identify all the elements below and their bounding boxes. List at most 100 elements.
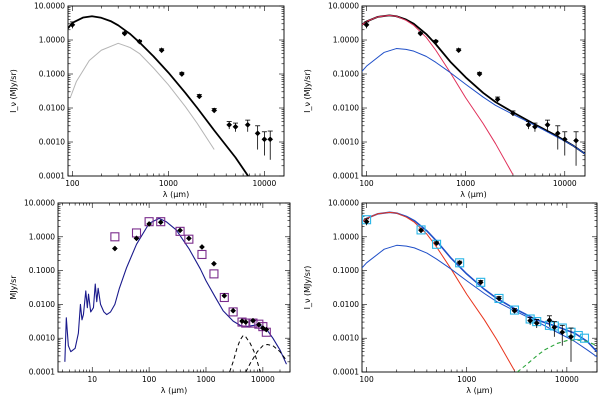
x-tick-label: 1000 — [456, 179, 475, 188]
y-tick-label: 10.0000 — [328, 199, 359, 208]
data-point — [121, 30, 128, 37]
plot-area — [64, 217, 287, 372]
y-tick-label: 0.0100 — [333, 300, 359, 309]
x-tick-label: 100 — [359, 375, 374, 384]
data-point — [544, 121, 551, 128]
data-point — [432, 38, 439, 45]
series-line-1 — [64, 217, 287, 365]
data-point — [554, 130, 561, 137]
x-tick-label: 10000 — [553, 179, 577, 188]
y-tick-label: 0.0100 — [39, 104, 65, 113]
data-point — [239, 318, 245, 325]
y-tick-label: 0.1000 — [39, 70, 65, 79]
data-point — [211, 107, 218, 114]
y-tick-label: 0.0100 — [29, 300, 55, 309]
data-point — [146, 220, 153, 227]
model-box-marker — [476, 277, 486, 287]
x-tick-label: 1000 — [159, 179, 178, 188]
data-point — [136, 38, 143, 45]
model-box-marker — [175, 226, 185, 236]
data-point — [546, 317, 553, 324]
data-point — [527, 317, 534, 324]
y-tick-label: 0.0010 — [333, 334, 359, 343]
data-point — [418, 227, 425, 234]
series-line-3 — [362, 48, 585, 155]
chart-panel-top-right: 100 1000 10000 0.0001 0.0010 0.0100 0.1000 1.00… — [303, 2, 586, 199]
series-line-2 — [362, 14, 514, 175]
x-axis-label: λ (μm) — [161, 386, 187, 395]
y-tick-label: 0.1000 — [333, 70, 359, 79]
series-line-2 — [362, 211, 515, 371]
data-point — [494, 96, 501, 103]
y-tick-label: 1.0000 — [333, 36, 359, 45]
data-point — [221, 292, 228, 299]
chart-panel-bottom-right: 100 1000 10000 0.0001 0.0010 0.0100 0.1000 1.00… — [303, 199, 598, 395]
data-point — [250, 317, 256, 324]
data-point — [363, 21, 370, 28]
data-point — [573, 137, 580, 144]
y-axis-label: I_ν (MJy/sr) — [303, 266, 312, 310]
data-point — [178, 71, 185, 77]
model-box-marker — [110, 232, 120, 242]
data-point — [244, 121, 251, 128]
x-tick-label: 1000 — [196, 375, 215, 384]
x-tick-label: 100 — [359, 179, 374, 188]
data-point — [263, 326, 270, 333]
x-axis-label: λ (μm) — [163, 190, 189, 199]
y-tick-label: 0.0001 — [39, 172, 65, 181]
model-box-marker — [455, 258, 465, 268]
data-point — [433, 240, 440, 247]
data-point — [267, 136, 274, 143]
chart-panel-bottom-left: 10 100 1000 10000 0.0001 0.0010 0.0100 0.1000 1.… — [9, 199, 291, 395]
data-point — [261, 136, 268, 143]
data-point — [69, 21, 76, 28]
y-tick-label: 1.0000 — [29, 232, 55, 241]
y-axis-label: I_ν (MJy/sr) — [303, 69, 312, 113]
y-tick-label: 0.0100 — [333, 104, 359, 113]
y-tick-label: 10.0000 — [328, 2, 359, 11]
data-point — [196, 93, 203, 100]
x-axis-label: λ (μm) — [466, 386, 492, 395]
model-box-marker — [156, 217, 166, 227]
y-tick-label: 0.0001 — [29, 368, 55, 377]
data-point — [456, 259, 463, 266]
series-line-3 — [245, 344, 287, 372]
y-tick-label: 0.0001 — [333, 368, 359, 377]
data-point — [477, 279, 484, 286]
series-line-1 — [362, 14, 585, 155]
x-tick-label: 100 — [65, 179, 80, 188]
y-tick-label: 1.0000 — [39, 36, 65, 45]
chart-panel-top-left: 100 1000 10000 0.0001 0.0010 0.0100 0.1000 1.00… — [9, 2, 285, 199]
x-tick-label: 10000 — [251, 375, 275, 384]
y-tick-label: 10.0000 — [34, 2, 65, 11]
data-point — [531, 123, 538, 130]
data-point — [511, 307, 518, 314]
y-axis-label: MJy/sr — [9, 275, 18, 300]
model-box-marker — [573, 330, 583, 341]
x-tick-label: 10000 — [252, 179, 276, 188]
data-point — [158, 47, 165, 54]
data-point — [568, 333, 574, 340]
data-point — [455, 47, 462, 54]
x-axis-label: λ (μm) — [460, 190, 486, 199]
data-point — [133, 235, 140, 242]
data-point — [177, 227, 184, 234]
data-point — [157, 219, 164, 226]
data-point — [496, 295, 502, 302]
x-tick-label: 1000 — [457, 375, 476, 384]
y-tick-label: 10.0000 — [24, 199, 55, 208]
y-axis-label: I_ν (MJy/sr) — [9, 69, 18, 113]
series-line-1 — [68, 15, 250, 176]
y-tick-label: 0.1000 — [29, 266, 55, 275]
series-line-2 — [229, 335, 261, 372]
y-tick-label: 0.0010 — [333, 138, 359, 147]
data-point — [242, 319, 249, 326]
data-point — [559, 329, 566, 336]
y-tick-label: 0.1000 — [333, 266, 359, 275]
data-point — [417, 30, 424, 37]
data-point — [476, 71, 483, 77]
data-point — [210, 260, 217, 267]
series-line-2 — [69, 42, 215, 150]
model-box-marker — [494, 293, 504, 303]
